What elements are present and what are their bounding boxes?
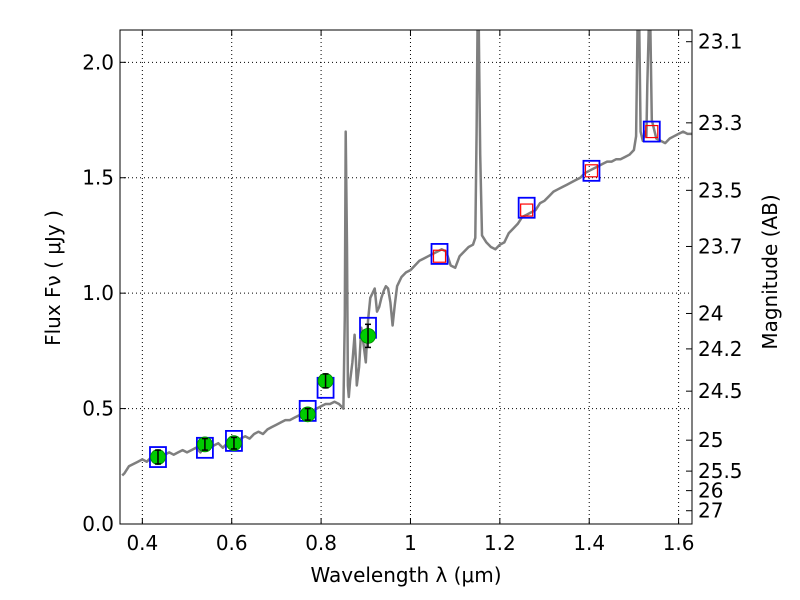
model-flux-square (582, 159, 601, 182)
x-axis-label: Wavelength λ (μm) (310, 563, 501, 587)
model-flux-square (517, 196, 536, 219)
magnitude-tick-label: 25.5 (698, 459, 743, 483)
right-axis-label: Magnitude (AB) (758, 194, 782, 349)
plot-area (121, 30, 692, 477)
plot-frame (119, 29, 693, 525)
plot-marks (121, 30, 692, 477)
observed-flux-square (432, 249, 447, 263)
observed-flux-square (520, 203, 534, 217)
x-tick-label: 0.4 (126, 531, 158, 555)
spectrum-line (121, 30, 692, 477)
x-tick-label: 1 (404, 531, 417, 555)
observed-flux-square (584, 164, 599, 178)
x-tick-label: 1.2 (484, 531, 516, 555)
y-tick-label: 1.0 (82, 281, 114, 305)
magnitude-tick-label: 26 (698, 479, 723, 503)
y-tick-label: 1.5 (82, 166, 114, 190)
magnitude-tick-label: 24 (698, 301, 723, 325)
magnitude-tick-label: 24.2 (698, 337, 743, 361)
x-ticks: 0.4 0.6 0.8 1 1.2 1.4 1.6 (126, 30, 695, 555)
magnitude-tick-label: 25 (698, 428, 723, 452)
observed-flux-square (645, 124, 659, 139)
magnitude-tick-label: 23.1 (698, 30, 743, 54)
model-flux-square (430, 243, 449, 265)
magnitude-tick-label: 24.5 (698, 379, 743, 403)
magnitude-tick-label: 23.5 (698, 178, 743, 202)
x-tick-label: 1.6 (663, 531, 695, 555)
model-flux-square (642, 120, 661, 143)
x-tick-label: 1.4 (573, 531, 605, 555)
magnitude-tick-label: 23.3 (698, 111, 743, 135)
model-flux-square (149, 446, 167, 468)
y-ticks: 0.0 0.5 1.0 1.5 2.0 (82, 50, 126, 536)
x-tick-label: 0.8 (305, 531, 337, 555)
y-tick-label: 0.5 (82, 397, 114, 421)
y-axis-label: Flux Fν ( μJy ) (41, 210, 65, 346)
x-tick-label: 0.6 (216, 531, 248, 555)
y-tick-label: 0.0 (82, 512, 114, 536)
magnitude-tick-label: 23.7 (698, 234, 743, 258)
y-tick-label: 2.0 (82, 50, 114, 74)
magnitude-tick-label: 27 (698, 499, 723, 523)
